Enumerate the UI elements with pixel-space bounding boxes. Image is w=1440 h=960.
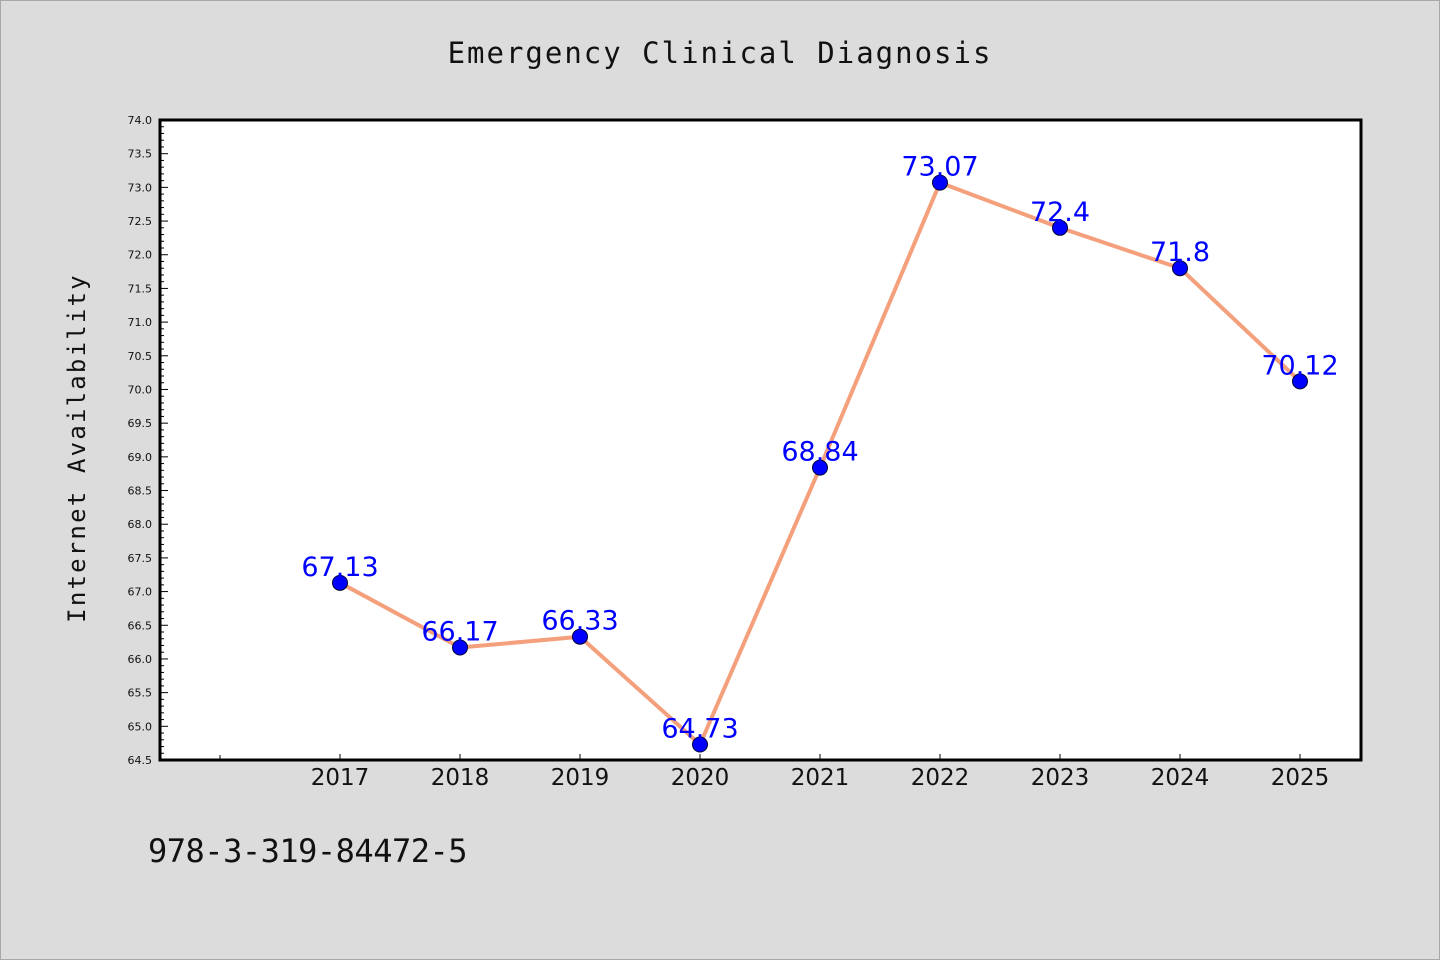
data-point-2024 (1172, 260, 1188, 277)
x-tick-label: 2025 (1271, 765, 1330, 791)
y-tick-label: 70.0 (128, 383, 153, 396)
data-point-2025 (1292, 373, 1308, 390)
y-tick-label: 66.5 (128, 619, 153, 632)
y-tick-label: 70.5 (128, 350, 153, 363)
y-tick-label: 71.5 (128, 282, 153, 295)
chart-title: Emergency Clinical Diagnosis (448, 36, 993, 70)
x-tick-label: 2017 (311, 765, 370, 791)
data-point-2020 (692, 736, 708, 753)
data-label-2020: 64.73 (661, 714, 738, 745)
data-label-2025: 70.12 (1261, 350, 1338, 381)
data-label-2017: 67.13 (301, 552, 378, 583)
data-label-2018: 66.17 (421, 616, 498, 647)
data-point-2018 (452, 639, 468, 656)
x-axis: 2017 2018 2019 2020 2021 2022 2023 2024 2025 (219, 754, 1330, 791)
y-tick-label: 69.5 (128, 417, 153, 430)
y-tick-label: 71.0 (128, 316, 153, 329)
y-tick-label: 65.0 (128, 720, 153, 733)
x-tick-label: 2024 (1151, 765, 1210, 791)
x-tick-label: 2021 (791, 765, 850, 791)
y-tick-label: 68.5 (128, 485, 153, 498)
data-point-2017 (332, 574, 348, 591)
series-layer: 67.13 66.17 66.33 64.73 68.84 73.07 72.4 71.8 70… (301, 152, 1339, 753)
data-label-2021: 68.84 (781, 437, 858, 468)
isbn-caption: 978-3-319-84472-5 (148, 832, 468, 870)
y-axis: 64.5 65.0 65.5 66.0 66.5 67.0 67.5 68.0 68.5 69.0… (128, 114, 168, 767)
x-tick-label: 2020 (671, 765, 730, 791)
data-point-2021 (812, 459, 828, 476)
data-label-2019: 66.33 (541, 606, 618, 637)
y-tick-label: 67.5 (128, 552, 153, 565)
x-tick-label: 2023 (1031, 765, 1090, 791)
data-point-2022 (932, 174, 948, 191)
x-tick-label: 2019 (551, 765, 610, 791)
y-tick-label: 73.5 (128, 148, 153, 161)
y-tick-label: 67.0 (128, 586, 153, 599)
y-tick-label: 66.0 (128, 653, 153, 666)
y-tick-label: 73.0 (128, 181, 153, 194)
plot-area (158, 118, 1363, 762)
y-tick-label: 72.0 (128, 249, 153, 262)
y-axis-label: Internet Availability (63, 273, 91, 623)
y-tick-label: 68.0 (128, 518, 153, 531)
x-tick-label: 2022 (911, 765, 970, 791)
data-label-2024: 71.8 (1150, 237, 1210, 268)
data-point-2023 (1052, 219, 1068, 236)
y-tick-label: 64.5 (128, 754, 153, 767)
data-label-2023: 72.4 (1030, 197, 1090, 228)
y-tick-label: 69.0 (128, 451, 153, 464)
y-tick-label: 72.5 (128, 215, 153, 228)
data-point-2019 (572, 628, 588, 645)
y-tick-label: 74.0 (128, 114, 153, 127)
y-tick-label: 65.5 (128, 687, 153, 700)
data-label-2022: 73.07 (901, 152, 978, 183)
x-tick-label: 2018 (431, 765, 490, 791)
